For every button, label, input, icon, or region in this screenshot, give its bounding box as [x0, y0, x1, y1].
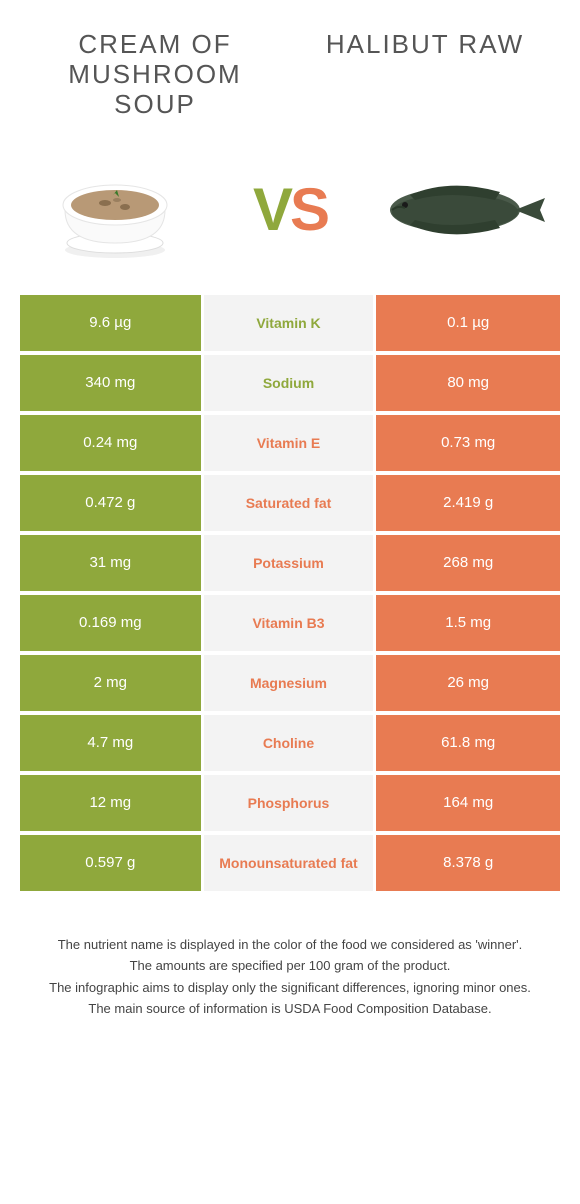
value-right: 26 mg [376, 655, 560, 711]
food-left-title: Cream of Mushroom Soup [34, 30, 277, 120]
nutrient-name: Vitamin K [204, 295, 377, 351]
value-right: 0.73 mg [376, 415, 560, 471]
value-left: 0.597 g [20, 835, 204, 891]
nutrient-name: Monounsaturated fat [204, 835, 377, 891]
vs-label: VS [253, 175, 327, 244]
nutrient-name: Potassium [204, 535, 377, 591]
food-right-title: Halibut Raw [304, 30, 547, 120]
value-left: 340 mg [20, 355, 204, 411]
nutrient-table: 9.6 µgVitamin K0.1 µg340 mgSodium80 mg0.… [0, 295, 580, 891]
value-left: 0.169 mg [20, 595, 204, 651]
nutrient-row: 340 mgSodium80 mg [20, 355, 560, 411]
value-right: 8.378 g [376, 835, 560, 891]
footer-line4: The main source of information is USDA F… [30, 999, 550, 1019]
nutrient-row: 0.597 gMonounsaturated fat8.378 g [20, 835, 560, 891]
vs-v: V [253, 176, 290, 243]
nutrient-row: 9.6 µgVitamin K0.1 µg [20, 295, 560, 351]
value-left: 0.24 mg [20, 415, 204, 471]
nutrient-name: Sodium [204, 355, 377, 411]
nutrient-row: 0.472 gSaturated fat2.419 g [20, 475, 560, 531]
nutrient-name: Choline [204, 715, 377, 771]
nutrient-name: Vitamin B3 [204, 595, 377, 651]
value-right: 1.5 mg [376, 595, 560, 651]
halibut-image [380, 150, 550, 270]
nutrient-row: 0.24 mgVitamin E0.73 mg [20, 415, 560, 471]
footer-line3: The infographic aims to display only the… [30, 978, 550, 998]
footer-notes: The nutrient name is displayed in the co… [0, 895, 580, 1019]
nutrient-name: Phosphorus [204, 775, 377, 831]
value-right: 164 mg [376, 775, 560, 831]
soup-image [30, 150, 200, 270]
value-left: 4.7 mg [20, 715, 204, 771]
hero-row: VS [0, 150, 580, 295]
infographic-container: Cream of Mushroom Soup Halibut Raw VS [0, 0, 580, 1041]
nutrient-row: 31 mgPotassium268 mg [20, 535, 560, 591]
footer-line1: The nutrient name is displayed in the co… [30, 935, 550, 955]
nutrient-name: Saturated fat [204, 475, 377, 531]
nutrient-row: 2 mgMagnesium26 mg [20, 655, 560, 711]
value-right: 80 mg [376, 355, 560, 411]
value-right: 61.8 mg [376, 715, 560, 771]
value-left: 2 mg [20, 655, 204, 711]
nutrient-row: 12 mgPhosphorus164 mg [20, 775, 560, 831]
nutrient-name: Vitamin E [204, 415, 377, 471]
title-row: Cream of Mushroom Soup Halibut Raw [0, 20, 580, 150]
value-left: 9.6 µg [20, 295, 204, 351]
value-left: 31 mg [20, 535, 204, 591]
nutrient-row: 4.7 mgCholine61.8 mg [20, 715, 560, 771]
footer-line2: The amounts are specified per 100 gram o… [30, 956, 550, 976]
value-right: 268 mg [376, 535, 560, 591]
value-left: 12 mg [20, 775, 204, 831]
value-right: 0.1 µg [376, 295, 560, 351]
value-right: 2.419 g [376, 475, 560, 531]
nutrient-row: 0.169 mgVitamin B31.5 mg [20, 595, 560, 651]
nutrient-name: Magnesium [204, 655, 377, 711]
vs-s: S [290, 176, 327, 243]
value-left: 0.472 g [20, 475, 204, 531]
